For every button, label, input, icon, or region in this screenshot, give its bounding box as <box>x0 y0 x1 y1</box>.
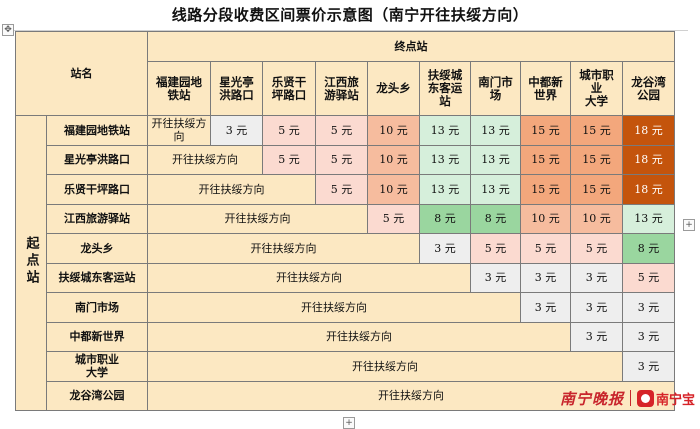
row-header-s4: 江西旅游驿站 <box>46 203 148 234</box>
destination-header: 终点站 <box>147 31 675 62</box>
direction-cell: 开往扶绥方向 <box>147 174 316 205</box>
fare-cell: 5 元 <box>315 144 368 175</box>
fare-cell: 15 元 <box>570 174 623 205</box>
fare-cell: 3 元 <box>622 292 675 323</box>
fare-cell: 8 元 <box>419 203 471 234</box>
row-header-s3: 乐贤干坪路口 <box>46 174 148 205</box>
fare-cell: 8 元 <box>622 233 675 264</box>
row-header-s9: 城市职业 大学 <box>46 351 148 382</box>
row-header-s6: 扶绥城东客运站 <box>46 262 148 293</box>
nanningbao-logo-icon <box>637 389 655 407</box>
page-edge-top <box>12 30 688 31</box>
fare-cell: 8 元 <box>470 203 521 234</box>
fare-cell: 13 元 <box>622 203 675 234</box>
fare-cell: 3 元 <box>570 262 623 293</box>
fare-cell: 10 元 <box>520 203 571 234</box>
app-name: 南宁宝 <box>656 392 696 408</box>
row-header-s7: 南门市场 <box>46 292 148 323</box>
fare-cell: 13 元 <box>470 174 521 205</box>
fare-cell: 13 元 <box>419 174 471 205</box>
direction-cell: 开往扶绥方向 <box>147 115 211 146</box>
direction-cell: 开往扶绥方向 <box>147 144 263 175</box>
fare-cell: 5 元 <box>367 203 420 234</box>
row-header-s2: 星光亭洪路口 <box>46 144 148 175</box>
fare-cell: 18 元 <box>622 115 675 146</box>
row-header-s8: 中都新世界 <box>46 321 148 352</box>
add-column-handle[interactable]: + <box>683 219 695 231</box>
fare-cell: 18 元 <box>622 174 675 205</box>
station-name-header: 站名 <box>15 31 148 116</box>
direction-cell: 开往扶绥方向 <box>147 203 368 234</box>
fare-cell: 15 元 <box>520 115 571 146</box>
direction-cell: 开往扶绥方向 <box>147 233 420 264</box>
fare-cell: 10 元 <box>570 203 623 234</box>
fare-cell: 5 元 <box>262 115 316 146</box>
column-header-s3: 乐贤干 坪路口 <box>262 61 316 116</box>
fare-cell: 3 元 <box>520 262 571 293</box>
origin-label: 起点站 <box>23 236 39 287</box>
fare-cell: 3 元 <box>520 292 571 323</box>
column-header-s9: 城市职 业 大学 <box>570 61 623 116</box>
fare-cell: 5 元 <box>622 262 675 293</box>
fare-cell: 3 元 <box>470 262 521 293</box>
fare-cell: 13 元 <box>419 115 471 146</box>
column-header-s5: 龙头乡 <box>367 61 420 116</box>
table-move-handle[interactable]: ✥ <box>2 24 14 36</box>
fare-cell: 15 元 <box>520 144 571 175</box>
column-header-s10: 龙谷湾 公园 <box>622 61 675 116</box>
brand-footer: 南宁晚报 南宁宝 <box>560 386 695 410</box>
fare-cell: 13 元 <box>470 115 521 146</box>
newspaper-logo: 南宁晚报 <box>560 389 625 408</box>
fare-cell: 3 元 <box>622 351 675 382</box>
column-header-s1: 福建园地 铁站 <box>147 61 211 116</box>
direction-cell: 开往扶绥方向 <box>147 262 471 293</box>
fare-cell: 5 元 <box>262 144 316 175</box>
fare-cell: 3 元 <box>210 115 263 146</box>
fare-cell: 3 元 <box>570 321 623 352</box>
fare-cell: 5 元 <box>470 233 521 264</box>
fare-cell: 10 元 <box>367 115 420 146</box>
direction-cell: 开往扶绥方向 <box>147 292 521 323</box>
fare-cell: 15 元 <box>570 115 623 146</box>
fare-cell: 13 元 <box>470 144 521 175</box>
fare-cell: 10 元 <box>367 144 420 175</box>
fare-table: 站名 终点站 福建园地 铁站 星光亭 洪路口 乐贤干 坪路口 江西旅 游驿站 龙头乡 扶绥城 … <box>15 31 675 411</box>
add-row-handle[interactable]: + <box>343 417 355 429</box>
fare-cell: 5 元 <box>315 115 368 146</box>
page-title: 线路分段收费区间票价示意图（南宁开往扶绥方向） <box>171 6 529 24</box>
direction-cell: 开往扶绥方向 <box>147 321 571 352</box>
row-header-s5: 龙头乡 <box>46 233 148 264</box>
fare-cell: 3 元 <box>622 321 675 352</box>
fare-cell: 5 元 <box>315 174 368 205</box>
column-header-s2: 星光亭 洪路口 <box>210 61 263 116</box>
brand-divider <box>630 390 632 406</box>
app-logo: 南宁宝 <box>637 389 695 408</box>
fare-cell: 3 元 <box>419 233 471 264</box>
column-header-s7: 南门市 场 <box>470 61 521 116</box>
direction-cell: 开往扶绥方向 <box>147 380 675 411</box>
fare-cell: 10 元 <box>367 174 420 205</box>
fare-cell: 5 元 <box>570 233 623 264</box>
fare-cell: 5 元 <box>520 233 571 264</box>
origin-header: 起点站 <box>15 115 47 411</box>
fare-cell: 15 元 <box>570 144 623 175</box>
row-header-s10: 龙谷湾公园 <box>46 380 148 411</box>
column-header-s8: 中都新 世界 <box>520 61 571 116</box>
fare-cell: 13 元 <box>419 144 471 175</box>
fare-cell: 3 元 <box>570 292 623 323</box>
fare-cell: 15 元 <box>520 174 571 205</box>
column-header-s4: 江西旅 游驿站 <box>315 61 368 116</box>
fare-cell: 18 元 <box>622 144 675 175</box>
row-header-s1: 福建园地铁站 <box>46 115 148 146</box>
column-header-s6: 扶绥城 东客运 站 <box>419 61 471 116</box>
direction-cell: 开往扶绥方向 <box>147 351 623 382</box>
